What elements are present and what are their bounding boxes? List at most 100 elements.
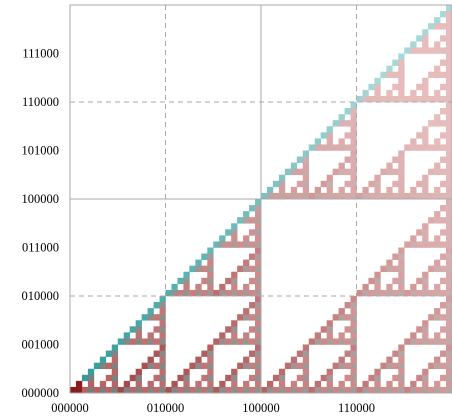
heatmap-cell <box>326 138 333 145</box>
heatmap-cell <box>159 338 166 345</box>
heatmap-cell <box>398 71 405 79</box>
heatmap-cell <box>255 247 262 254</box>
heatmap-cell <box>207 350 214 357</box>
heatmap-cell <box>153 314 160 321</box>
x-tick-label: 100000 <box>242 401 280 415</box>
heatmap-cell <box>296 180 304 188</box>
heatmap-cell <box>278 174 286 182</box>
heatmap-cell <box>440 253 447 260</box>
heatmap-cell <box>446 350 452 357</box>
heatmap-cell <box>410 241 417 248</box>
heatmap-cell <box>422 332 429 339</box>
heatmap-cell <box>219 235 226 242</box>
heatmap-cell <box>332 192 339 200</box>
heatmap-cell <box>266 192 274 200</box>
heatmap-cell <box>189 265 196 273</box>
heatmap-cell <box>434 186 441 194</box>
heatmap-cell <box>201 386 208 394</box>
heatmap-cell <box>290 162 298 169</box>
heatmap-cell <box>332 144 339 151</box>
heatmap-cell <box>231 289 238 297</box>
heatmap-cell <box>422 132 429 139</box>
heatmap-cell <box>70 386 77 394</box>
heatmap-cell <box>374 271 381 279</box>
heatmap-cell <box>398 356 405 363</box>
heatmap-cell <box>237 338 244 345</box>
heatmap-cell <box>344 386 351 394</box>
heatmap-cell <box>243 265 250 273</box>
heatmap-cell <box>111 368 119 376</box>
heatmap-cell <box>87 380 95 388</box>
heatmap-cell <box>374 283 381 291</box>
heatmap-cell <box>446 362 452 370</box>
heatmap-cell <box>446 71 452 79</box>
heatmap-cell <box>446 65 452 72</box>
heatmap-cell <box>201 253 208 260</box>
heatmap-cell <box>356 95 363 103</box>
heatmap-cell <box>255 374 262 382</box>
heatmap-cell <box>428 144 435 151</box>
heatmap-cell <box>446 77 452 85</box>
heatmap-cell <box>207 277 214 285</box>
heatmap-cell <box>207 247 214 254</box>
heatmap-cell <box>428 71 435 79</box>
heatmap-cell <box>213 289 220 297</box>
heatmap-cell <box>362 289 369 297</box>
heatmap-cell <box>374 192 381 200</box>
heatmap-cell <box>219 332 226 339</box>
heatmap-cell <box>290 380 298 388</box>
heatmap-cell <box>350 350 357 357</box>
heatmap-cell <box>332 120 339 127</box>
heatmap-cell <box>368 277 375 285</box>
heatmap-cell <box>398 168 405 176</box>
heatmap-cell <box>398 83 405 91</box>
heatmap-cell <box>338 338 345 345</box>
heatmap-cell <box>374 277 381 285</box>
heatmap-cell <box>159 302 166 309</box>
heatmap-cell <box>368 192 375 200</box>
heatmap-cell <box>123 332 130 339</box>
heatmap-cell <box>380 386 387 394</box>
heatmap-cell <box>255 259 262 266</box>
heatmap-cell <box>416 338 423 345</box>
heatmap-cell <box>422 380 429 388</box>
heatmap-cell <box>243 235 250 242</box>
heatmap-cell <box>434 95 441 103</box>
heatmap-cell <box>434 308 441 315</box>
heatmap-cell <box>398 89 405 97</box>
heatmap-cell <box>81 386 89 394</box>
heatmap-cell <box>296 168 304 176</box>
heatmap-cell <box>255 296 262 303</box>
heatmap-cell <box>159 332 166 339</box>
heatmap-cell <box>255 271 262 279</box>
heatmap-cell <box>434 289 441 297</box>
heatmap-cell <box>243 217 250 224</box>
heatmap-cell <box>440 144 447 151</box>
heatmap-cells <box>70 5 452 394</box>
y-axis-ticks: 000000 001000 010000 011000 100000 101000 1100… <box>22 47 60 401</box>
heatmap-cell <box>123 386 130 394</box>
heatmap-cell <box>422 35 429 42</box>
heatmap-cell <box>314 192 321 200</box>
heatmap-cell <box>350 314 357 321</box>
heatmap-cell <box>440 350 447 357</box>
heatmap-cell <box>398 271 405 279</box>
heatmap-cell <box>398 186 405 194</box>
heatmap-cell <box>350 126 357 133</box>
heatmap-cell <box>326 374 333 382</box>
heatmap-cell <box>446 223 452 230</box>
heatmap-cell <box>386 283 393 291</box>
heatmap-cell <box>231 380 238 388</box>
heatmap-cell <box>344 338 351 345</box>
heatmap-cell <box>290 362 298 370</box>
heatmap-cell <box>308 192 316 200</box>
heatmap-cell <box>231 386 238 394</box>
heatmap-cell <box>243 259 250 266</box>
heatmap-cell <box>350 132 357 139</box>
heatmap-cell <box>446 235 452 242</box>
heatmap-cell <box>398 362 405 370</box>
heatmap-cell <box>434 265 441 273</box>
heatmap-cell <box>386 362 393 370</box>
heatmap-cell <box>350 338 357 345</box>
heatmap-cell <box>410 386 417 394</box>
